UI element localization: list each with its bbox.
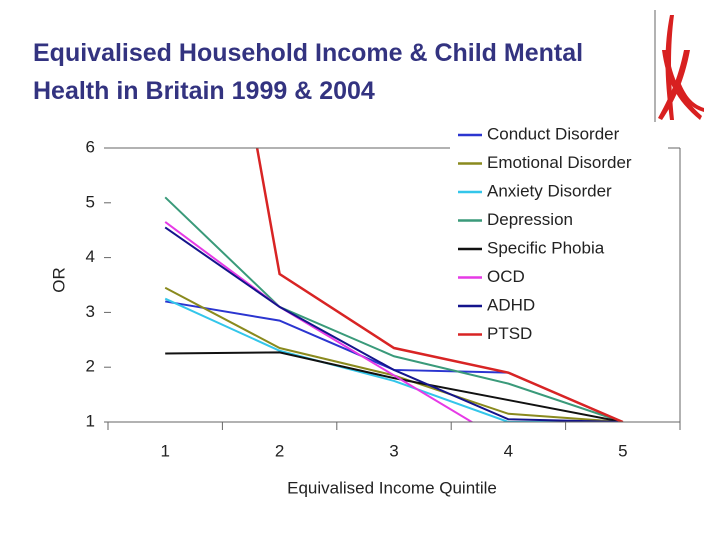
x-tick-label: 3 bbox=[389, 441, 398, 460]
slide-title: Equivalised Household Income & Child Men… bbox=[33, 39, 584, 105]
legend-label: Depression bbox=[487, 210, 573, 229]
y-tick-label: 2 bbox=[86, 357, 95, 376]
y-axis-label: OR bbox=[49, 267, 68, 293]
legend-label: ADHD bbox=[487, 295, 535, 314]
x-tick-label: 2 bbox=[275, 441, 284, 460]
y-tick-label: 6 bbox=[86, 137, 95, 156]
y-tick-label: 5 bbox=[86, 192, 95, 211]
logo bbox=[654, 10, 704, 130]
x-axis-label: Equivalised Income Quintile bbox=[287, 478, 497, 497]
legend-label: Specific Phobia bbox=[487, 238, 605, 257]
x-tick-label: 5 bbox=[618, 441, 627, 460]
y-tick-label: 1 bbox=[86, 411, 95, 430]
legend-label: PTSD bbox=[487, 324, 532, 343]
legend-label: Emotional Disorder bbox=[487, 153, 632, 172]
legend-label: Conduct Disorder bbox=[487, 124, 620, 143]
series-line bbox=[164, 221, 474, 422]
series-line bbox=[165, 351, 623, 422]
x-tick-label: 1 bbox=[160, 441, 169, 460]
legend-box bbox=[450, 122, 668, 352]
legend-label: OCD bbox=[487, 267, 525, 286]
series-line bbox=[164, 226, 623, 422]
legend-label: Anxiety Disorder bbox=[487, 181, 612, 200]
y-tick-label: 3 bbox=[86, 302, 95, 321]
x-tick-label: 4 bbox=[504, 441, 513, 460]
series-line bbox=[164, 297, 623, 422]
y-tick-label: 4 bbox=[86, 247, 95, 266]
series-line bbox=[255, 148, 624, 422]
plot-lines bbox=[164, 148, 624, 422]
series-line bbox=[164, 196, 624, 422]
